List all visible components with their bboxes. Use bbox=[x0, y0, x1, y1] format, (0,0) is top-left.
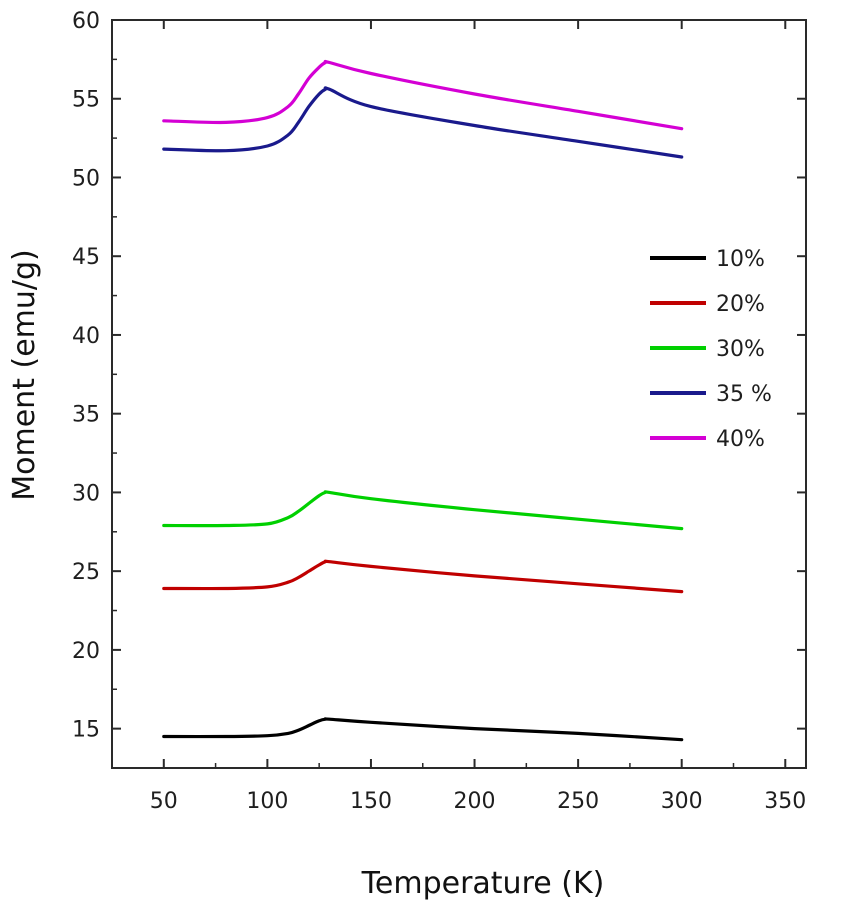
x-tick-label: 150 bbox=[350, 789, 392, 814]
legend-label: 20% bbox=[716, 292, 765, 317]
y-tick-label: 45 bbox=[72, 245, 100, 270]
series-lines bbox=[162, 59, 684, 742]
y-tick-label: 50 bbox=[72, 166, 100, 191]
series-line-0 bbox=[162, 717, 684, 742]
legend: 10% 20% 30% 35 % 40% bbox=[650, 247, 772, 452]
plot-frame bbox=[111, 19, 807, 769]
y-tick-label: 35 bbox=[72, 403, 100, 428]
x-tick-label: 100 bbox=[246, 789, 288, 814]
x-axis-title: Temperature (K) bbox=[361, 866, 605, 901]
series-line-1 bbox=[162, 559, 684, 594]
legend-label: 10% bbox=[716, 247, 765, 272]
series-line-2 bbox=[162, 490, 684, 531]
y-tick-label: 25 bbox=[72, 560, 100, 585]
x-tick-label: 300 bbox=[661, 789, 703, 814]
y-tick-label: 20 bbox=[72, 639, 100, 664]
legend-label: 30% bbox=[716, 337, 765, 362]
x-tick-label: 250 bbox=[557, 789, 599, 814]
x-tick-label: 50 bbox=[150, 789, 178, 814]
y-tick-label: 55 bbox=[72, 88, 100, 113]
legend-label: 35 % bbox=[716, 382, 772, 407]
y-axis-title: Moment (emu/g) bbox=[7, 249, 42, 500]
y-tick-label: 15 bbox=[72, 718, 100, 743]
y-tick-label: 30 bbox=[72, 481, 100, 506]
series-line-4 bbox=[162, 59, 684, 131]
y-tick-label: 60 bbox=[72, 9, 100, 34]
tick-labels: 50 100 150 200 250 300 350 15 20 25 30 35 40 45 50 55 60 bbox=[72, 9, 806, 814]
x-tick-label: 350 bbox=[764, 789, 806, 814]
y-tick-label: 40 bbox=[72, 324, 100, 349]
legend-label: 40% bbox=[716, 427, 765, 452]
x-tick-label: 200 bbox=[454, 789, 496, 814]
series-line-3 bbox=[162, 86, 684, 159]
axis-ticks bbox=[112, 19, 806, 768]
